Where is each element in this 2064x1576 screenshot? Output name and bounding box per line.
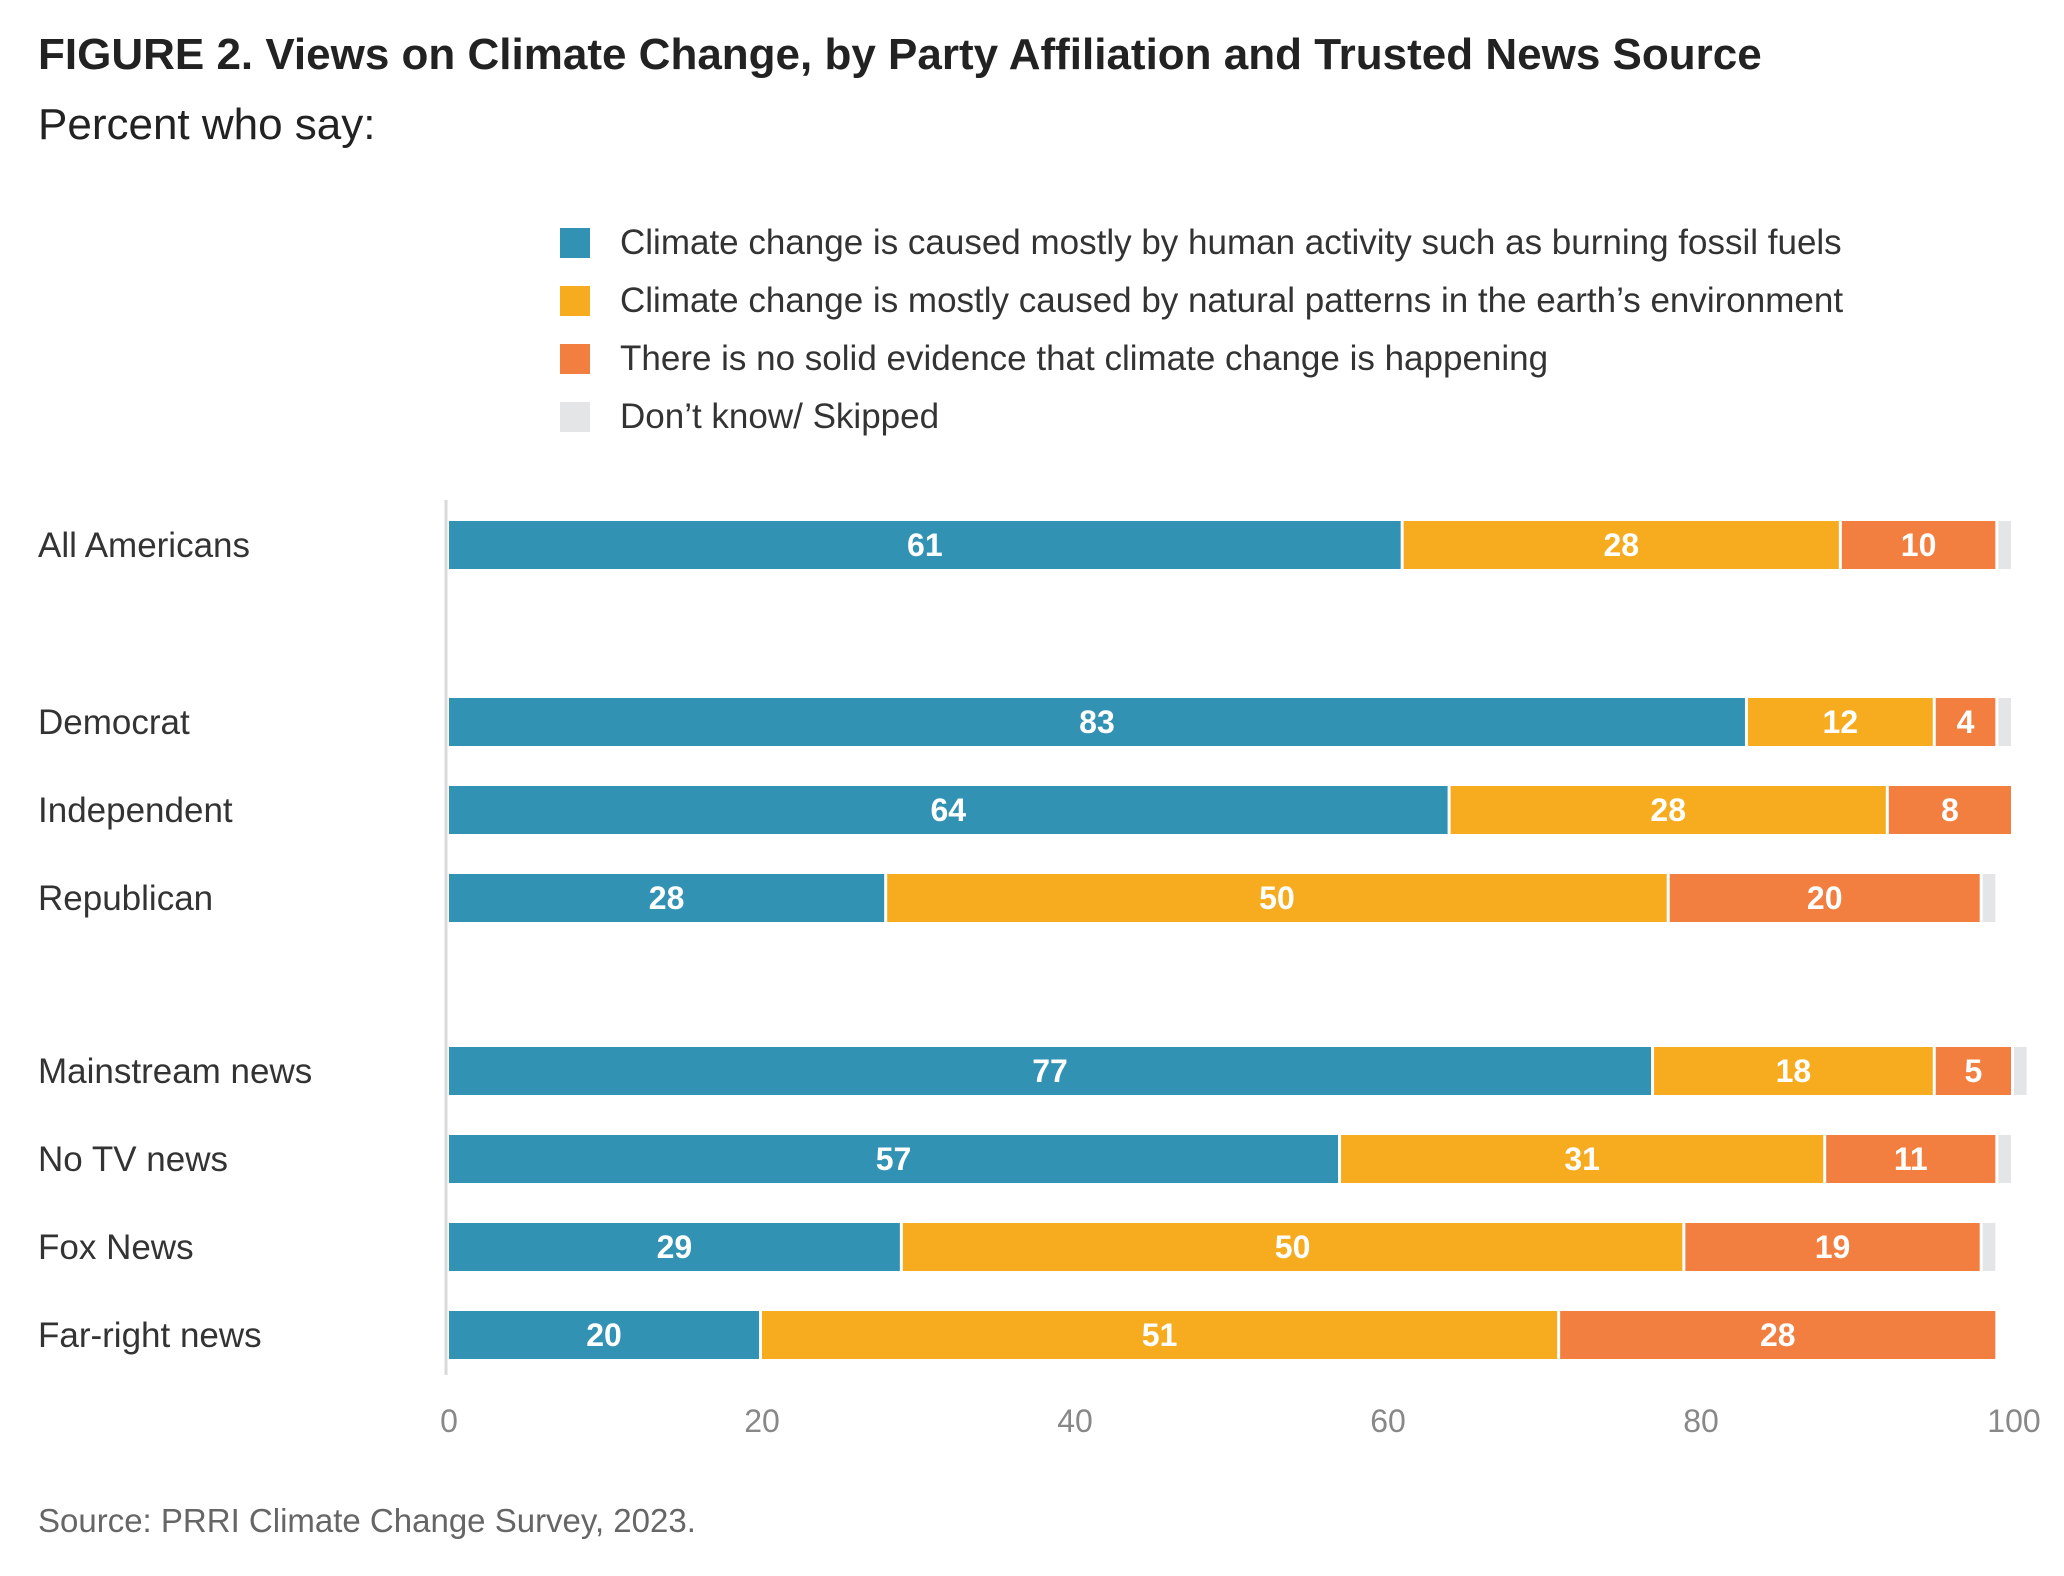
bar-no-tv-news-series-2 bbox=[1341, 1135, 1824, 1183]
chart-subtitle: Percent who say: bbox=[38, 100, 376, 149]
category-label-fox-news: Fox News bbox=[38, 1228, 194, 1267]
data-label-no-tv-news-series-1: 57 bbox=[876, 1141, 912, 1177]
category-label-independent: Independent bbox=[38, 791, 233, 830]
data-label-all-americans-series-2: 28 bbox=[1603, 527, 1639, 563]
legend-item-human-activity: Climate change is caused mostly by human… bbox=[560, 214, 1843, 272]
bar-republican-series-4 bbox=[1982, 874, 1996, 922]
category-label-republican: Republican bbox=[38, 879, 213, 918]
data-label-all-americans-series-1: 61 bbox=[907, 527, 943, 563]
data-label-democrat-series-3: 4 bbox=[1957, 704, 1975, 740]
category-label-mainstream-news: Mainstream news bbox=[38, 1052, 312, 1091]
bar-no-tv-news-series-1 bbox=[449, 1135, 1339, 1183]
data-label-republican-series-2: 50 bbox=[1259, 880, 1295, 916]
chart-title: FIGURE 2. Views on Climate Change, by Pa… bbox=[38, 30, 1762, 79]
data-label-independent-series-3: 8 bbox=[1941, 792, 1959, 828]
bar-fox-news-series-2 bbox=[902, 1223, 1683, 1271]
data-label-no-tv-news-series-2: 31 bbox=[1564, 1141, 1600, 1177]
data-label-far-right-news-series-2: 51 bbox=[1142, 1317, 1178, 1353]
bar-democrat-series-2 bbox=[1747, 698, 1933, 746]
data-label-fox-news-series-3: 19 bbox=[1815, 1229, 1851, 1265]
data-label-mainstream-news-series-3: 5 bbox=[1964, 1053, 1982, 1089]
data-label-democrat-series-1: 83 bbox=[1079, 704, 1115, 740]
bar-independent-series-2 bbox=[1450, 786, 1886, 834]
legend-item-dont-know: Don’t know/ Skipped bbox=[560, 388, 1843, 446]
bar-republican-series-3 bbox=[1669, 874, 1980, 922]
legend-item-no-evidence: There is no solid evidence that climate … bbox=[560, 330, 1843, 388]
data-label-no-tv-news-series-3: 11 bbox=[1894, 1141, 1928, 1177]
bar-all-americans-series-2 bbox=[1403, 521, 1839, 569]
bar-independent-series-1 bbox=[449, 786, 1448, 834]
x-tick-label-80: 80 bbox=[1683, 1403, 1719, 1439]
bar-mainstream-news-series-1 bbox=[449, 1047, 1652, 1095]
bar-far-right-news-series-2 bbox=[762, 1311, 1558, 1359]
legend-label: Don’t know/ Skipped bbox=[620, 397, 940, 436]
category-label-far-right-news: Far-right news bbox=[38, 1316, 262, 1355]
legend-swatch-dont-know bbox=[560, 402, 590, 432]
x-tick-label-60: 60 bbox=[1370, 1403, 1406, 1439]
bar-all-americans-series-3 bbox=[1841, 521, 1996, 569]
data-label-mainstream-news-series-1: 77 bbox=[1032, 1053, 1068, 1089]
data-label-mainstream-news-series-2: 18 bbox=[1776, 1053, 1812, 1089]
x-tick-label-40: 40 bbox=[1057, 1403, 1093, 1439]
legend: Climate change is caused mostly by human… bbox=[560, 214, 1843, 446]
x-tick-label-0: 0 bbox=[440, 1403, 458, 1439]
legend-swatch-human-activity bbox=[560, 228, 590, 258]
bar-democrat-series-3 bbox=[1935, 698, 1996, 746]
bar-all-americans-series-1 bbox=[449, 521, 1401, 569]
bar-democrat-series-4 bbox=[1998, 698, 2011, 746]
data-label-fox-news-series-1: 29 bbox=[657, 1229, 693, 1265]
data-label-all-americans-series-3: 10 bbox=[1901, 527, 1937, 563]
data-label-independent-series-1: 64 bbox=[931, 792, 967, 828]
x-tick-label-20: 20 bbox=[744, 1403, 780, 1439]
bar-mainstream-news-series-2 bbox=[1654, 1047, 1933, 1095]
legend-label: Climate change is mostly caused by natur… bbox=[620, 281, 1844, 320]
bar-independent-series-3 bbox=[1888, 786, 2011, 834]
category-label-no-tv-news: No TV news bbox=[38, 1140, 228, 1179]
bar-fox-news-series-1 bbox=[449, 1223, 900, 1271]
x-tick-label-100: 100 bbox=[1987, 1403, 2040, 1439]
bar-no-tv-news-series-4 bbox=[1998, 1135, 2011, 1183]
bar-all-americans-series-4 bbox=[1998, 521, 2011, 569]
bar-fox-news-series-4 bbox=[1982, 1223, 1996, 1271]
bar-republican-series-2 bbox=[887, 874, 1667, 922]
bar-mainstream-news-series-3 bbox=[1935, 1047, 2011, 1095]
data-label-far-right-news-series-1: 20 bbox=[586, 1317, 622, 1353]
bar-mainstream-news-series-4 bbox=[2014, 1047, 2027, 1095]
bar-democrat-series-1 bbox=[449, 698, 1745, 746]
category-label-democrat: Democrat bbox=[38, 703, 190, 742]
data-label-republican-series-1: 28 bbox=[649, 880, 685, 916]
legend-item-natural-patterns: Climate change is mostly caused by natur… bbox=[560, 272, 1843, 330]
legend-swatch-no-evidence bbox=[560, 344, 590, 374]
data-label-independent-series-2: 28 bbox=[1650, 792, 1686, 828]
data-label-republican-series-3: 20 bbox=[1807, 880, 1843, 916]
bar-no-tv-news-series-3 bbox=[1826, 1135, 1996, 1183]
category-label-all-americans: All Americans bbox=[38, 526, 250, 565]
bar-far-right-news-series-1 bbox=[449, 1311, 759, 1359]
data-label-far-right-news-series-3: 28 bbox=[1760, 1317, 1796, 1353]
bar-republican-series-1 bbox=[449, 874, 885, 922]
legend-swatch-natural-patterns bbox=[560, 286, 590, 316]
bar-fox-news-series-3 bbox=[1685, 1223, 1980, 1271]
data-label-fox-news-series-2: 50 bbox=[1275, 1229, 1311, 1265]
legend-label: Climate change is caused mostly by human… bbox=[620, 223, 1842, 262]
data-label-democrat-series-2: 12 bbox=[1823, 704, 1859, 740]
legend-label: There is no solid evidence that climate … bbox=[620, 339, 1549, 378]
source-note: Source: PRRI Climate Change Survey, 2023… bbox=[38, 1502, 696, 1539]
bar-far-right-news-series-3 bbox=[1560, 1311, 1996, 1359]
